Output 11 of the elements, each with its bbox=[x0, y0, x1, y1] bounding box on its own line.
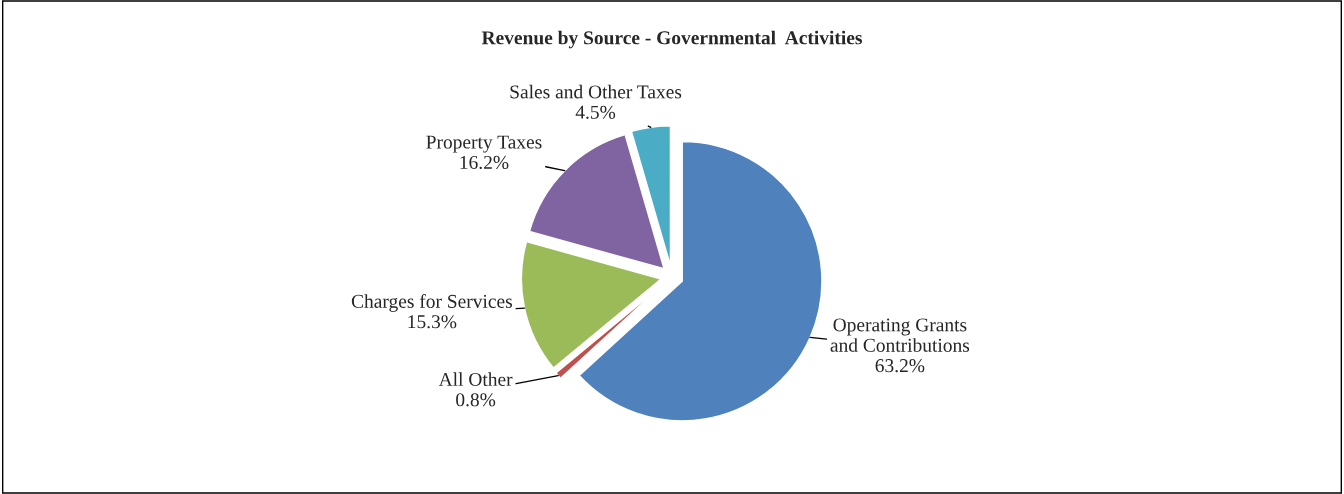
data-label: 15.3% bbox=[408, 315, 457, 329]
slice-label: Operating Grants and Contributions bbox=[830, 318, 970, 352]
slice-label: Property Taxes bbox=[426, 135, 542, 153]
data-label: 0.8% bbox=[456, 393, 496, 407]
chart-title: Revenue by Source - Governmental Activities bbox=[481, 30, 862, 49]
slice-label: All Other bbox=[438, 372, 513, 386]
slice-label: Charges for Services bbox=[351, 294, 512, 312]
slice-label: Sales and Other Taxes bbox=[510, 84, 682, 99]
data-label: 16.2% bbox=[460, 155, 509, 170]
data-label: 4.5% bbox=[575, 105, 616, 119]
data-label: 63.2% bbox=[875, 359, 925, 373]
